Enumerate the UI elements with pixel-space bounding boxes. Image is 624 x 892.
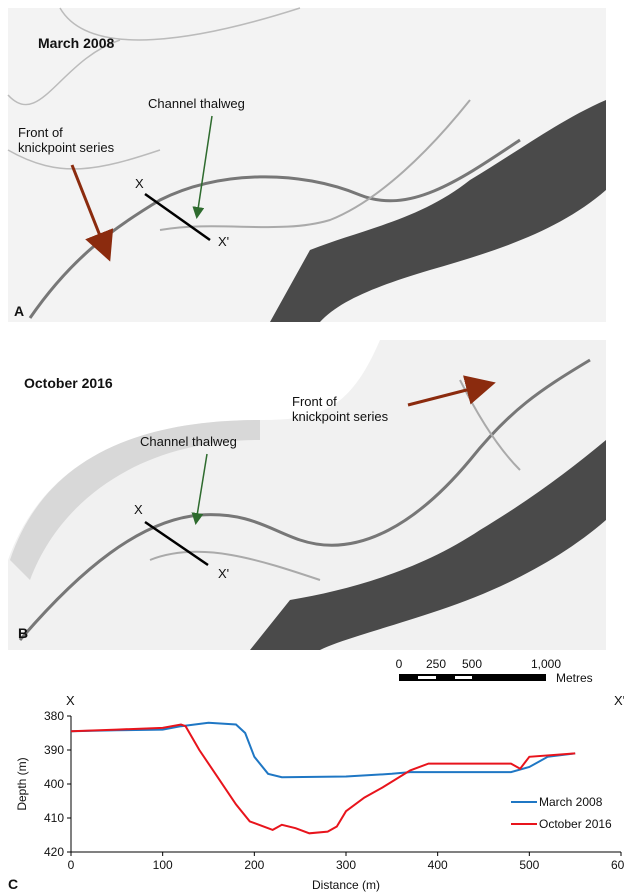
x-tick-label: 100 [153, 858, 173, 872]
y-axis-label: Depth (m) [15, 757, 29, 810]
panel-letter: B [18, 625, 28, 641]
figure: March 2008 Channel thalweg Front ofknick… [0, 0, 624, 892]
x-tick-label: 200 [244, 858, 264, 872]
thalweg-label: Channel thalweg [140, 434, 237, 449]
y-tick-label: 420 [44, 845, 64, 859]
data-line [71, 723, 575, 777]
section-end: X' [218, 234, 229, 249]
scale-unit: Metres [556, 671, 593, 685]
section-end: X' [218, 566, 229, 581]
x-tick-label: 500 [519, 858, 539, 872]
section-start: X [134, 502, 143, 517]
scale-label: 0 [396, 657, 403, 671]
chart: 380 390 400 410 420 0 100 200 300 400 500 600 Distan… [8, 693, 624, 892]
section-start: X [66, 693, 75, 708]
scale-label: 500 [462, 657, 482, 671]
data-line [71, 725, 575, 834]
scale-label: 250 [426, 657, 446, 671]
panel-letter: A [14, 303, 24, 319]
y-tick-label: 410 [44, 811, 64, 825]
section-end: X' [614, 693, 624, 708]
y-tick-label: 390 [44, 743, 64, 757]
legend-label: October 2016 [539, 817, 612, 831]
scale-label: 1,000 [531, 657, 561, 671]
x-tick-label: 600 [611, 858, 624, 872]
x-tick-label: 300 [336, 858, 356, 872]
thalweg-label: Channel thalweg [148, 96, 245, 111]
scale-bar: 0 250 500 1,000 Metres [396, 657, 593, 685]
y-tick-label: 380 [44, 709, 64, 723]
scale-bar-gap [418, 676, 436, 679]
x-tick-label: 0 [68, 858, 75, 872]
section-start: X [135, 176, 144, 191]
y-tick-label: 400 [44, 777, 64, 791]
legend-label: March 2008 [539, 795, 603, 809]
scale-bar-gap [455, 676, 472, 679]
x-axis-label: Distance (m) [312, 878, 380, 892]
panel-title: October 2016 [24, 375, 113, 391]
panel-letter: C [8, 876, 18, 892]
panel-title: March 2008 [38, 35, 114, 51]
x-tick-label: 400 [428, 858, 448, 872]
